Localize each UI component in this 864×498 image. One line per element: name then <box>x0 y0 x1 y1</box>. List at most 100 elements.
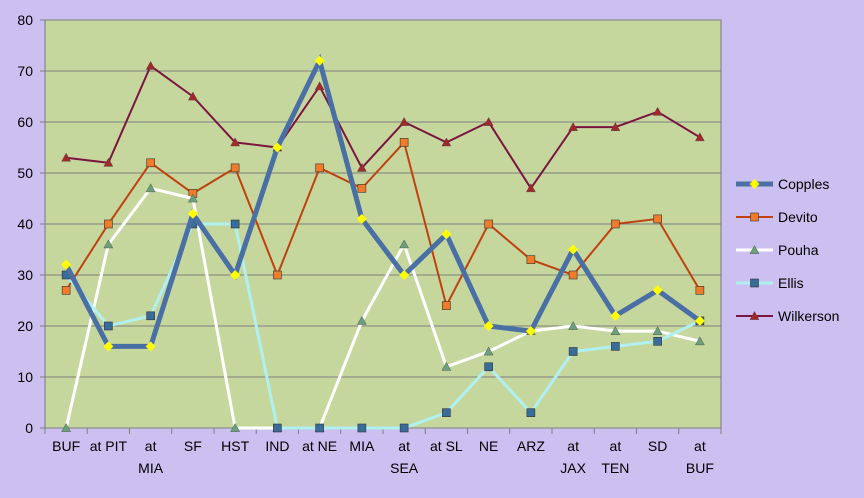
legend-item-devito: Devito <box>736 209 818 225</box>
data-point <box>315 163 324 173</box>
data-point <box>188 193 198 203</box>
data-point <box>484 219 493 229</box>
data-point <box>652 285 663 296</box>
data-point <box>611 342 620 351</box>
legend-item-wilkerson: Wilkerson <box>736 308 839 324</box>
x-tick-label: at NE <box>302 438 337 454</box>
x-tick-label: SF <box>184 438 202 454</box>
legend: Copples Devito Pouha Ellis Wilkerson <box>736 176 839 324</box>
y-tick-label: 60 <box>17 114 33 130</box>
x-tick-label: BUF <box>52 438 80 454</box>
data-point <box>526 408 536 418</box>
x-tick-label: NE <box>479 438 498 454</box>
legend-item-ellis: Ellis <box>736 275 804 291</box>
data-point <box>314 81 325 91</box>
data-point <box>568 244 579 255</box>
data-point <box>315 423 324 433</box>
data-point <box>653 336 662 346</box>
y-tick-label: 20 <box>17 318 33 334</box>
data-point <box>145 60 156 70</box>
data-point <box>483 321 494 331</box>
x-tick-label: at MIA <box>138 438 164 476</box>
data-point <box>525 326 536 337</box>
series-lines <box>61 53 705 433</box>
data-point <box>188 91 198 101</box>
data-point <box>441 229 452 240</box>
data-point <box>442 301 451 310</box>
series-line <box>64 222 701 430</box>
data-point <box>230 423 240 432</box>
data-point <box>230 219 240 229</box>
data-point <box>611 219 620 229</box>
series-line <box>64 186 701 430</box>
data-point <box>653 214 662 224</box>
data-point <box>695 285 705 295</box>
y-tick-label: 10 <box>17 369 33 385</box>
legend-label: Wilkerson <box>778 308 839 324</box>
data-point <box>483 117 494 126</box>
data-point <box>750 212 759 222</box>
y-tick-label: 30 <box>17 267 33 283</box>
x-tick-label: at SL <box>430 438 463 454</box>
data-point <box>750 278 759 288</box>
data-point <box>145 183 156 193</box>
data-point <box>610 310 621 321</box>
data-point <box>230 163 240 173</box>
y-axis: 0 10 20 30 40 50 60 70 80 <box>17 12 45 436</box>
data-point <box>568 321 578 330</box>
data-point <box>694 315 705 326</box>
x-tick-label: MIA <box>349 438 375 454</box>
data-point <box>483 346 494 356</box>
data-point <box>356 213 367 224</box>
data-point <box>61 259 72 270</box>
data-point <box>652 326 663 335</box>
data-point <box>272 142 283 153</box>
data-point <box>749 245 760 254</box>
x-axis: BUF at PIT at MIA SF HST IND at NE MIA at SEA at SL… <box>44 428 722 476</box>
data-point <box>104 219 113 229</box>
series-devito <box>61 138 705 310</box>
x-tick-label: HST <box>221 438 249 454</box>
data-point <box>103 341 114 352</box>
y-tick-label: 80 <box>17 12 33 28</box>
series-ellis <box>61 219 705 433</box>
x-tick-label: at BUF <box>686 438 714 476</box>
data-point <box>695 132 705 142</box>
data-point <box>146 158 155 168</box>
data-point <box>526 255 536 264</box>
data-point <box>568 122 578 131</box>
legend-label: Devito <box>778 209 818 225</box>
series-copples <box>61 53 705 352</box>
data-point <box>357 315 367 325</box>
data-point <box>610 326 621 335</box>
data-point <box>230 137 240 147</box>
data-point <box>230 270 241 280</box>
data-point <box>61 423 71 432</box>
data-point <box>61 152 71 162</box>
data-point <box>314 55 325 66</box>
data-point <box>441 137 452 147</box>
data-point <box>187 208 198 219</box>
data-point <box>273 270 282 280</box>
y-tick-label: 0 <box>25 420 33 436</box>
data-point <box>652 106 663 116</box>
x-tick-label: at JAX <box>560 438 586 476</box>
data-point <box>104 321 113 331</box>
data-point <box>526 183 536 193</box>
data-point <box>357 184 367 193</box>
data-point <box>484 362 493 372</box>
y-tick-label: 40 <box>17 216 33 232</box>
data-point <box>357 423 367 433</box>
x-tick-label: SD <box>648 438 667 454</box>
legend-item-copples: Copples <box>736 176 829 192</box>
x-tick-label: ARZ <box>517 438 545 454</box>
series-line <box>63 53 702 349</box>
data-point <box>749 311 760 320</box>
data-point <box>103 157 114 167</box>
legend-item-pouha: Pouha <box>736 242 819 258</box>
data-point <box>610 122 621 131</box>
legend-label: Copples <box>778 176 829 192</box>
data-point <box>61 285 71 295</box>
data-point <box>568 347 578 356</box>
